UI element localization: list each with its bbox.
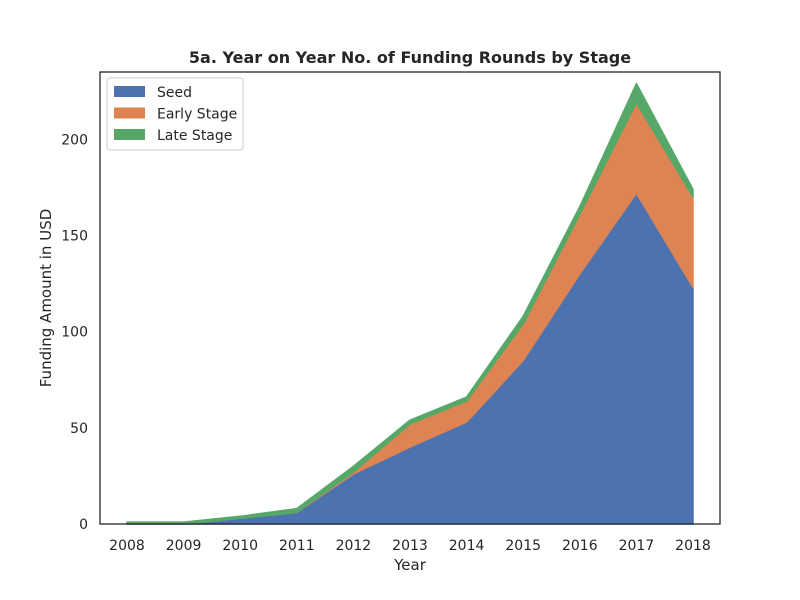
legend-swatch-seed [114,86,145,97]
y-tick-label: 0 [79,517,88,533]
x-tick-label: 2009 [166,538,202,554]
x-tick-label: 2011 [279,538,315,554]
x-tick-label: 2010 [222,538,258,554]
area-seed [126,192,694,525]
x-tick-label: 2017 [619,538,655,554]
y-tick-label: 150 [61,228,88,244]
y-axis-ticks: 0 50 100 150 200 [61,132,88,533]
x-tick-label: 2015 [505,538,541,554]
y-tick-label: 50 [70,421,88,437]
legend-label-seed: Seed [157,85,192,101]
y-tick-label: 200 [61,132,88,148]
y-tick-label: 100 [61,325,88,341]
x-tick-label: 2012 [336,538,372,554]
x-axis-ticks: 2008 2009 2010 2011 2012 2013 2014 2015 2016 2017… [109,538,711,554]
area-late-stage [126,82,694,525]
legend-swatch-late-stage [114,129,145,140]
x-tick-label: 2016 [562,538,598,554]
chart-title: 5a. Year on Year No. of Funding Rounds b… [189,48,631,67]
legend: Seed Early Stage Late Stage [106,77,244,151]
x-tick-label: 2013 [392,538,428,554]
plot-frame [99,71,721,525]
legend-swatch-early-stage [114,107,145,119]
x-tick-label: 2008 [109,538,145,554]
x-axis-label: Year [393,556,427,574]
legend-label-early-stage: Early Stage [157,107,237,123]
x-tick-label: 2018 [675,538,711,554]
x-tick-label: 2014 [449,538,485,554]
legend-label-late-stage: Late Stage [157,128,232,144]
y-axis-label: Funding Amount in USD [37,209,55,388]
